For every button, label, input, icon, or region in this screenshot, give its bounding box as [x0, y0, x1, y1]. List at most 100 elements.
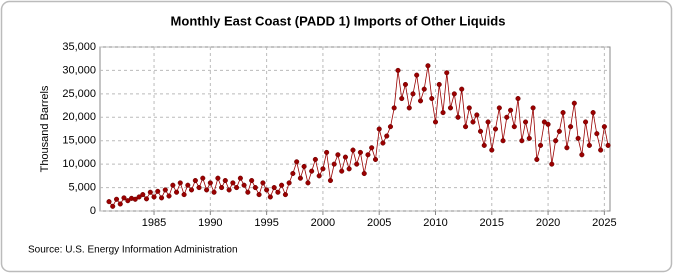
x-tick-label: 1985 — [142, 217, 166, 229]
data-point — [234, 185, 240, 191]
data-point — [245, 189, 251, 195]
data-point — [106, 199, 112, 205]
source: Source: U.S. Energy Information Administ… — [28, 245, 238, 256]
data-point — [230, 180, 236, 186]
data-point — [376, 126, 382, 132]
data-point — [297, 175, 303, 181]
data-point — [331, 161, 337, 167]
data-point — [222, 177, 228, 184]
data-point — [275, 189, 281, 195]
data-point — [489, 147, 495, 153]
data-point — [256, 192, 262, 198]
data-point — [301, 163, 307, 170]
data-point — [492, 126, 499, 132]
data-point — [252, 185, 258, 191]
data-point — [279, 182, 285, 188]
data-point — [387, 124, 394, 130]
data-point — [590, 110, 596, 116]
data-point — [271, 185, 277, 191]
data-point — [196, 185, 202, 191]
data-point — [504, 114, 510, 120]
data-point — [601, 124, 607, 130]
y-tick-label: 35,000 — [62, 41, 96, 53]
data-point — [226, 187, 232, 193]
data-point — [579, 152, 585, 158]
data-point — [583, 119, 589, 125]
data-point — [414, 72, 420, 78]
y-tick-label: 10,000 — [62, 158, 96, 170]
data-point — [117, 201, 123, 207]
data-point — [417, 98, 424, 104]
data-point — [523, 119, 529, 125]
data-point — [496, 105, 502, 111]
data-point — [286, 180, 292, 186]
data-point — [594, 131, 600, 137]
plot-area — [99, 46, 611, 212]
data-point — [508, 107, 514, 113]
x-tick-label: 2000 — [311, 217, 335, 229]
data-point — [500, 138, 506, 144]
data-point — [361, 170, 367, 177]
data-point — [421, 86, 427, 92]
x-tick-label: 1990 — [198, 217, 222, 229]
data-point — [568, 124, 574, 130]
data-point — [188, 187, 195, 193]
data-point — [166, 193, 172, 199]
x-tick-label: 2025 — [592, 217, 616, 229]
data-point — [470, 119, 476, 125]
data-point — [140, 192, 146, 198]
data-point — [219, 185, 225, 191]
data-point — [151, 194, 157, 200]
y-tick-label: 20,000 — [62, 111, 96, 123]
data-point — [384, 133, 390, 139]
data-point — [121, 195, 127, 201]
data-point — [215, 175, 221, 181]
data-point — [237, 175, 243, 181]
y-axis-label: Thousand Barrels — [39, 85, 51, 172]
data-point — [425, 63, 431, 69]
data-point — [406, 105, 412, 111]
data-point — [391, 105, 397, 111]
x-tick-label: 2010 — [423, 217, 447, 229]
data-point — [444, 70, 450, 76]
data-point — [455, 114, 461, 120]
data-point — [399, 95, 405, 102]
data-point — [260, 180, 266, 186]
x-tick-label: 1995 — [254, 217, 278, 229]
data-point — [354, 161, 360, 167]
x-tick-label: 2005 — [367, 217, 391, 229]
data-point — [519, 138, 525, 144]
data-point — [110, 203, 116, 209]
data-point — [192, 177, 198, 184]
data-point — [339, 168, 345, 174]
data-point — [346, 166, 352, 172]
data-point — [380, 140, 386, 146]
data-point — [185, 182, 191, 188]
data-point — [143, 196, 150, 202]
data-point — [113, 196, 120, 202]
data-point — [564, 145, 570, 151]
data-point — [335, 152, 341, 158]
data-point — [556, 128, 562, 134]
data-point — [537, 142, 544, 148]
data-point — [241, 182, 247, 188]
data-point — [162, 187, 168, 193]
data-point — [451, 91, 457, 97]
data-point — [526, 135, 532, 141]
data-point — [459, 86, 465, 92]
data-point — [170, 182, 176, 188]
y-tick-label: 0 — [90, 205, 96, 217]
data-point — [481, 142, 487, 148]
data-point — [342, 154, 348, 160]
data-point — [267, 194, 273, 200]
data-point — [586, 142, 592, 148]
data-point — [571, 100, 577, 106]
data-point — [357, 149, 363, 155]
data-point — [211, 189, 217, 195]
data-point — [282, 192, 288, 198]
data-point — [365, 152, 371, 158]
data-point — [350, 147, 356, 153]
data-point — [553, 138, 559, 144]
x-tick-label: 2020 — [536, 217, 560, 229]
data-point — [429, 95, 435, 102]
